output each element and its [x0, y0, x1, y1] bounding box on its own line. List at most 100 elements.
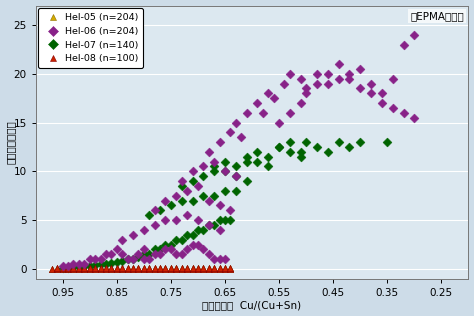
X-axis label: 銅錫重量比  Cu/(Cu+Sn): 銅錫重量比 Cu/(Cu+Sn): [202, 301, 301, 310]
Hel-06 (n=204): [124, 257, 131, 262]
Hel-07 (n=140): [178, 237, 185, 242]
Hel-07 (n=140): [81, 264, 88, 269]
Hel-05 (n=204): [173, 265, 180, 270]
Hel-05 (n=204): [162, 266, 169, 271]
Hel-05 (n=204): [162, 265, 169, 270]
Hel-07 (n=140): [162, 242, 169, 247]
Hel-08 (n=100): [146, 266, 153, 271]
Hel-06 (n=204): [118, 237, 126, 242]
Hel-07 (n=140): [124, 257, 131, 262]
Hel-07 (n=140): [167, 242, 174, 247]
Hel-05 (n=204): [194, 266, 202, 271]
Hel-07 (n=140): [232, 174, 239, 179]
Hel-07 (n=140): [243, 159, 250, 164]
Hel-06 (n=204): [86, 257, 93, 262]
Hel-08 (n=100): [59, 266, 66, 271]
Hel-08 (n=100): [97, 265, 104, 270]
Hel-06 (n=204): [183, 188, 191, 193]
Hel-07 (n=140): [356, 140, 364, 145]
Hel-06 (n=204): [75, 261, 82, 266]
Hel-08 (n=100): [216, 265, 223, 270]
Hel-06 (n=204): [335, 76, 342, 81]
Hel-07 (n=140): [210, 222, 218, 228]
Hel-07 (n=140): [135, 255, 142, 260]
Hel-08 (n=100): [210, 266, 218, 271]
Hel-08 (n=100): [124, 265, 131, 270]
Hel-06 (n=204): [367, 81, 375, 86]
Hel-06 (n=204): [302, 86, 310, 91]
Hel-05 (n=204): [97, 266, 104, 271]
Hel-07 (n=140): [227, 218, 234, 223]
Hel-06 (n=204): [389, 76, 396, 81]
Hel-06 (n=204): [156, 252, 164, 257]
Hel-06 (n=204): [173, 218, 180, 223]
Hel-05 (n=204): [210, 265, 218, 270]
Hel-07 (n=140): [178, 184, 185, 189]
Hel-07 (n=140): [91, 263, 99, 268]
Hel-08 (n=100): [227, 265, 234, 270]
Hel-05 (n=204): [91, 265, 99, 270]
Hel-06 (n=204): [400, 110, 407, 115]
Hel-08 (n=100): [81, 266, 88, 271]
Text: （EPMA分析）: （EPMA分析）: [410, 11, 464, 21]
Hel-07 (n=140): [210, 164, 218, 169]
Hel-06 (n=204): [108, 252, 115, 257]
Hel-05 (n=204): [227, 266, 234, 271]
Hel-05 (n=204): [124, 266, 131, 271]
Hel-05 (n=204): [189, 265, 196, 270]
Hel-06 (n=204): [167, 247, 174, 252]
Hel-08 (n=100): [151, 265, 158, 270]
Hel-08 (n=100): [54, 265, 61, 270]
Hel-06 (n=204): [410, 115, 418, 120]
Hel-05 (n=204): [113, 265, 120, 270]
Hel-05 (n=204): [216, 266, 223, 271]
Hel-06 (n=204): [205, 222, 212, 228]
Hel-05 (n=204): [54, 266, 61, 271]
Hel-05 (n=204): [205, 265, 212, 270]
Hel-07 (n=140): [335, 140, 342, 145]
Hel-07 (n=140): [146, 213, 153, 218]
Hel-06 (n=204): [237, 135, 245, 140]
Hel-06 (n=204): [64, 264, 72, 269]
Hel-05 (n=204): [156, 266, 164, 271]
Hel-06 (n=204): [178, 179, 185, 184]
Hel-05 (n=204): [70, 265, 77, 270]
Hel-08 (n=100): [108, 266, 115, 271]
Hel-06 (n=204): [189, 169, 196, 174]
Hel-07 (n=140): [118, 258, 126, 264]
Hel-06 (n=204): [140, 247, 147, 252]
Hel-05 (n=204): [200, 265, 207, 270]
Hel-07 (n=140): [210, 169, 218, 174]
Hel-06 (n=204): [205, 149, 212, 155]
Hel-07 (n=140): [200, 193, 207, 198]
Hel-05 (n=204): [102, 266, 110, 271]
Hel-06 (n=204): [216, 227, 223, 232]
Hel-08 (n=100): [167, 266, 174, 271]
Hel-08 (n=100): [140, 265, 147, 270]
Hel-07 (n=140): [200, 227, 207, 232]
Hel-06 (n=204): [118, 252, 126, 257]
Hel-08 (n=100): [135, 265, 142, 270]
Hel-08 (n=100): [216, 266, 223, 271]
Hel-06 (n=204): [302, 91, 310, 96]
Hel-06 (n=204): [173, 252, 180, 257]
Hel-06 (n=204): [140, 227, 147, 232]
Hel-08 (n=100): [200, 265, 207, 270]
Hel-07 (n=140): [297, 154, 304, 159]
Hel-05 (n=204): [75, 265, 82, 270]
Hel-07 (n=140): [243, 154, 250, 159]
Hel-05 (n=204): [221, 266, 229, 271]
Hel-06 (n=204): [162, 247, 169, 252]
Hel-06 (n=204): [346, 71, 353, 76]
Hel-07 (n=140): [232, 164, 239, 169]
Hel-06 (n=204): [70, 261, 77, 266]
Hel-06 (n=204): [205, 198, 212, 203]
Hel-08 (n=100): [146, 265, 153, 270]
Hel-08 (n=100): [156, 266, 164, 271]
Hel-05 (n=204): [178, 265, 185, 270]
Hel-05 (n=204): [140, 266, 147, 271]
Hel-05 (n=204): [124, 265, 131, 270]
Hel-08 (n=100): [54, 266, 61, 271]
Hel-07 (n=140): [221, 218, 229, 223]
Hel-07 (n=140): [302, 140, 310, 145]
